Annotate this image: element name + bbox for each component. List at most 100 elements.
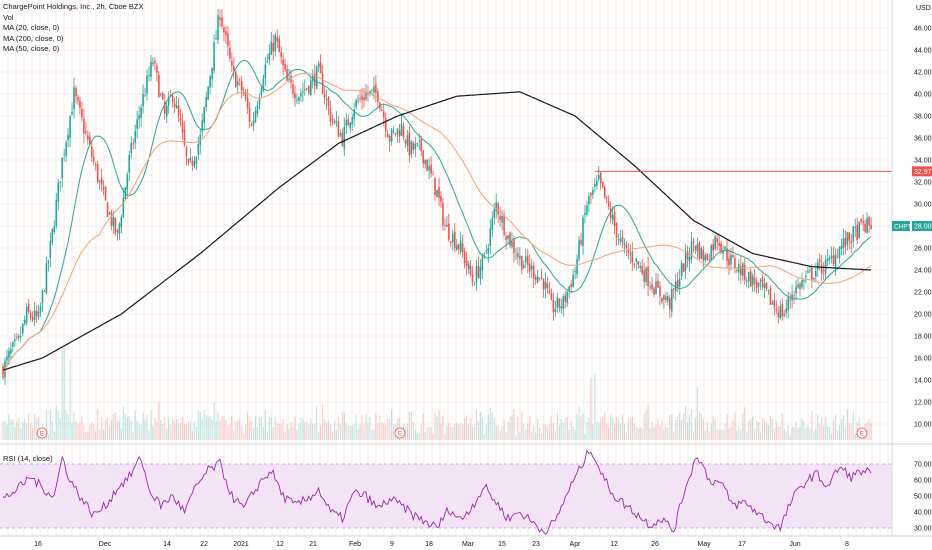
- candle-body: [473, 284, 476, 286]
- candle-body: [98, 180, 101, 183]
- volume-bar: [641, 428, 643, 440]
- volume-bar: [507, 421, 509, 440]
- y-tick-label: 24.00: [914, 268, 932, 275]
- candle-body: [479, 267, 482, 279]
- candle-body: [647, 266, 649, 287]
- volume-bar: [592, 424, 594, 440]
- candle-body: [720, 243, 722, 252]
- candle-body: [83, 118, 85, 134]
- candle-body: [546, 283, 549, 289]
- candle-body: [534, 277, 537, 280]
- volume-bar: [156, 421, 158, 440]
- candle-body: [629, 253, 632, 255]
- volume-bar: [696, 386, 699, 440]
- candle-body: [371, 89, 373, 91]
- y-tick-label: 16.00: [914, 356, 932, 363]
- candle-body: [183, 129, 186, 146]
- candle-body: [667, 295, 669, 302]
- volume-bar: [544, 424, 547, 440]
- candle-body: [564, 295, 567, 302]
- volume-bar: [823, 425, 825, 440]
- candle-body: [870, 224, 872, 229]
- candle-body: [375, 84, 377, 94]
- candle-body: [495, 202, 497, 212]
- candle-body: [193, 160, 196, 167]
- candle-body: [574, 271, 576, 273]
- candle-body: [526, 256, 529, 265]
- candle-body: [560, 306, 563, 309]
- candle-body: [627, 249, 630, 254]
- candle-body: [712, 244, 715, 251]
- volume-bar: [538, 427, 541, 440]
- volume-bar: [832, 420, 835, 440]
- volume-bar: [270, 417, 272, 440]
- symbol-badge-label: CHPT: [894, 224, 912, 231]
- candle-body: [426, 159, 428, 172]
- volume-bar: [314, 423, 316, 440]
- volume-bar: [106, 417, 109, 440]
- volume-bar: [282, 419, 284, 440]
- volume-bar: [546, 427, 549, 440]
- candle-body: [227, 33, 229, 47]
- candle-body: [8, 351, 10, 358]
- volume-bar: [355, 415, 357, 440]
- volume-bar: [185, 424, 188, 440]
- x-tick-label: 22: [200, 541, 208, 548]
- candle-body: [521, 255, 523, 270]
- volume-bar: [659, 425, 661, 440]
- volume-bar: [387, 419, 389, 440]
- time-axis[interactable]: 16 Dec 14 22 2021 12 21 Feb 9 18 Mar 15 23 Apr 12 26 May…: [34, 541, 849, 548]
- candle-body: [753, 277, 756, 284]
- x-tick-label: 26: [651, 541, 659, 548]
- earnings-marker[interactable]: [36, 427, 48, 439]
- candle-body: [597, 174, 600, 180]
- volume-bar: [852, 411, 854, 440]
- earnings-marker[interactable]: [394, 427, 406, 439]
- symbol-badge: [892, 221, 910, 231]
- candle-body: [37, 311, 40, 317]
- candle-body: [708, 259, 711, 261]
- volume-bar: [754, 428, 756, 440]
- candle-body: [548, 290, 551, 293]
- volume-bar: [868, 419, 870, 440]
- x-tick-label: 2021: [233, 541, 249, 548]
- candle-body: [207, 86, 209, 100]
- volume-bar: [615, 417, 618, 440]
- candle-body: [864, 223, 866, 232]
- candle-body: [29, 313, 32, 318]
- candle-body: [333, 120, 336, 123]
- volume-bar: [85, 431, 87, 440]
- volume-bar: [296, 430, 298, 440]
- candle-body: [803, 280, 805, 282]
- candle-body: [369, 90, 371, 94]
- candle-body: [246, 98, 249, 109]
- volume-bar: [821, 417, 823, 440]
- y-tick-label: 34.00: [914, 158, 932, 165]
- rsi-axis[interactable]: 70.00 60.00 50.00 40.00 30.00: [914, 462, 932, 533]
- x-tick-label: 21: [309, 541, 317, 548]
- volume-bar: [272, 427, 274, 440]
- y-tick-label: 18.00: [914, 334, 932, 341]
- volume-bar: [361, 415, 363, 440]
- price-axis[interactable]: USD 46.00 44.00 42.00 40.00 38.00 36.00 34.00 32…: [892, 5, 932, 429]
- volume-bar: [170, 425, 172, 440]
- candle-body: [653, 288, 655, 295]
- volume-bar: [250, 421, 253, 440]
- volume-bar: [103, 430, 105, 440]
- volume-bar: [807, 424, 809, 440]
- candle-body: [438, 186, 440, 198]
- candle-body: [834, 254, 837, 267]
- candle-body: [444, 224, 446, 226]
- ma200-line: [2, 91, 872, 371]
- earnings-marker[interactable]: [856, 427, 868, 439]
- candle-body: [96, 163, 99, 182]
- volume-bar: [694, 418, 697, 440]
- volume-bar: [179, 422, 182, 440]
- volume-bar: [767, 425, 770, 440]
- volume-bar: [598, 422, 600, 440]
- candle-body: [556, 297, 559, 308]
- candle-body: [404, 140, 407, 144]
- volume-bar: [477, 420, 480, 440]
- volume-bar: [312, 424, 314, 440]
